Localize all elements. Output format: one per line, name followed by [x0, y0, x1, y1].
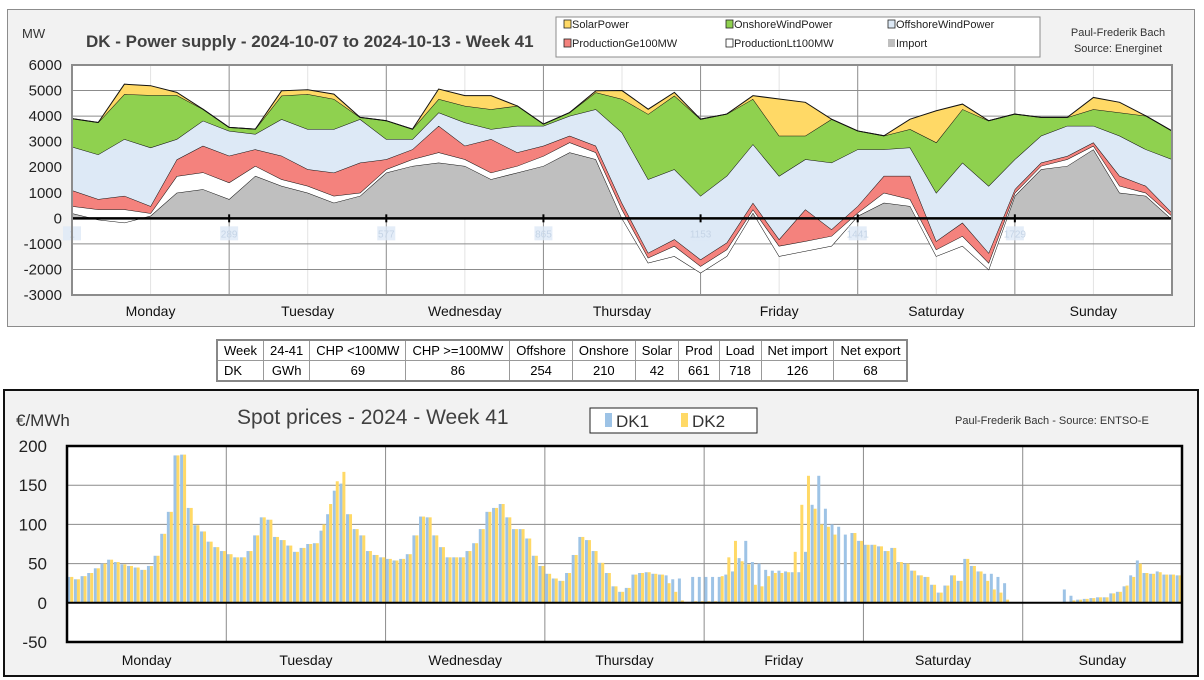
category-label-bg [220, 226, 239, 241]
line-solarpower [71, 83, 1173, 137]
table-header-cell: Solar [634, 339, 680, 361]
table-cell: 254 [509, 360, 573, 382]
summary-table: Week 24-41 CHP <100MW CHP >=100MW Offshore On… [216, 339, 909, 382]
legend-swatch-offshorewindpower [887, 19, 896, 29]
y-tick-label: -1000 [24, 236, 62, 253]
legend-label: ProductionGe100MW [572, 38, 678, 50]
power-supply-chart: 6000 5000 4000 3000 2000 1000 0 -1000 -2000 -3000… [22, 16, 1173, 319]
category-tick-label: 289 [221, 229, 238, 240]
y-tick-label: 5000 [29, 83, 62, 100]
unit-label: MW [22, 26, 46, 41]
legend-swatch-import [888, 39, 895, 47]
table-cell: 126 [760, 360, 835, 382]
category-label-bg [534, 226, 553, 241]
legend-box [555, 16, 1041, 58]
category-label-bg [848, 226, 867, 241]
table-cell: 86 [405, 360, 511, 382]
legend-swatch-productionge100mw [563, 38, 572, 48]
category-label-bg [691, 226, 710, 241]
day-label: Friday [760, 303, 799, 319]
spot-price-panel [3, 389, 1199, 677]
day-label: Saturday [908, 303, 964, 319]
y-tick-label: 2000 [29, 159, 62, 176]
day-label: Sunday [1070, 303, 1117, 319]
plot-border [71, 64, 1173, 296]
category-tick-label: 1441 [847, 229, 870, 240]
legend-label: Import [896, 38, 927, 50]
table-cell: 661 [678, 360, 720, 382]
table-header-cell: Offshore [509, 339, 573, 361]
table-cell: 69 [309, 360, 407, 382]
table-cell: 42 [634, 360, 680, 382]
y-tick-label: -2000 [24, 261, 62, 278]
table-cell: DK [216, 360, 264, 382]
table-header-cell: Week [216, 339, 264, 361]
y-tick-label: 1000 [29, 185, 62, 202]
category-tick-label: 577 [378, 229, 395, 240]
y-tick-label: -3000 [24, 287, 62, 304]
table-header-cell: 24-41 [262, 339, 311, 361]
area-offshorewindpower [72, 109, 1172, 260]
y-tick-label: 6000 [29, 57, 62, 74]
day-label: Tuesday [281, 303, 334, 319]
chart-title: DK - Power supply - 2024-10-07 to 2024-1… [86, 32, 534, 51]
table-header-cell: Prod [678, 339, 720, 361]
category-tick-label: 1729 [1004, 229, 1027, 240]
legend-swatch-solarpower [563, 19, 572, 29]
legend-label: OffshoreWindPower [896, 19, 995, 31]
legend-label: ProductionLt100MW [734, 38, 834, 50]
y-tick-label: 0 [54, 210, 62, 227]
table-header-cell: Onshore [571, 339, 636, 361]
area-import [72, 149, 1172, 273]
area-onshorewindpower [72, 92, 1172, 196]
table-cell: GWh [262, 360, 311, 382]
credit-author: Paul-Frederik Bach [1071, 27, 1165, 39]
table-header-cell: Load [718, 339, 762, 361]
day-label: Thursday [593, 303, 651, 319]
table-row: Week 24-41 CHP <100MW CHP >=100MW Offshore On… [216, 339, 908, 361]
table-header-cell: CHP >=100MW [405, 339, 511, 361]
day-label: Wednesday [428, 303, 502, 319]
credit-source: Source: Energinet [1074, 43, 1162, 55]
table-header-cell: Net import [760, 339, 835, 361]
category-tick-label: 865 [535, 229, 552, 240]
table-cell: 68 [833, 360, 908, 382]
legend-swatch-onshorewindpower [725, 19, 734, 29]
legend-label: SolarPower [572, 19, 629, 31]
legend-swatch-productionlt100mw [725, 38, 734, 48]
table-cell: 210 [571, 360, 636, 382]
table-row: DK GWh 69 86 254 210 42 661 718 126 68 [216, 360, 908, 382]
category-label-bg [1005, 226, 1024, 241]
category-label-bg [377, 226, 396, 241]
table-cell: 718 [718, 360, 762, 382]
legend-label: OnshoreWindPower [734, 19, 833, 31]
table-header-cell: Net export [833, 339, 908, 361]
table-header-cell: CHP <100MW [309, 339, 407, 361]
category-tick-label: 1153 [690, 229, 712, 240]
y-tick-label: 3000 [29, 134, 62, 151]
day-label: Monday [126, 303, 176, 319]
y-tick-label: 4000 [29, 108, 62, 125]
